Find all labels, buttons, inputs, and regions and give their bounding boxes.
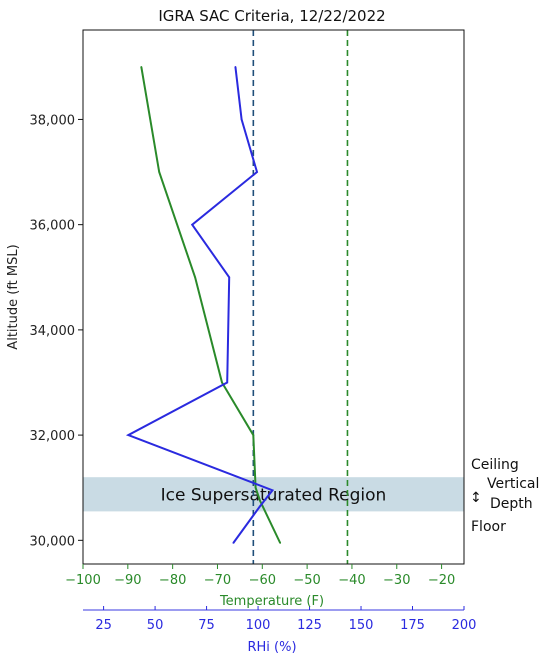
ceiling-label: Ceiling bbox=[471, 457, 519, 473]
rhi-point-7 bbox=[127, 434, 130, 436]
rhi-axis-label: RHi (%) bbox=[247, 640, 296, 655]
rhi-point-4 bbox=[191, 223, 193, 226]
y-tick-label: 34,000 bbox=[30, 324, 76, 339]
y-tick-label: 32,000 bbox=[30, 429, 76, 444]
temperature-axis-ticks: −100 −90 −80 −70 −60 −50 −40 −30 −20 bbox=[65, 564, 455, 588]
vertical-label: Vertical bbox=[487, 476, 539, 492]
rhi-tick-label: 175 bbox=[400, 618, 425, 633]
rhi-point-6 bbox=[226, 381, 228, 384]
rhi-point-2 bbox=[240, 118, 243, 121]
rhi-point-3 bbox=[256, 171, 258, 173]
series-layer bbox=[125, 66, 282, 544]
temperature-tick-label: −20 bbox=[428, 573, 455, 588]
rhi-tick-label: 100 bbox=[246, 618, 271, 633]
temperature-point-2 bbox=[158, 171, 160, 173]
rhi-point-5 bbox=[228, 276, 231, 279]
y-axis-label: Altitude (ft MSL) bbox=[6, 244, 21, 349]
rhi-axis-ticks: 25 50 75 100 125 150 175 200 bbox=[95, 606, 476, 633]
rhi-point-9 bbox=[259, 505, 261, 507]
rhi-point-10 bbox=[232, 542, 235, 544]
temperature-axis-label: Temperature (F) bbox=[219, 594, 324, 609]
temperature-point-5 bbox=[252, 434, 255, 436]
temperature-point-8 bbox=[279, 542, 282, 544]
shaded-region-layer: Ice Supersaturated Region bbox=[83, 477, 464, 512]
ice-supersaturated-region bbox=[83, 477, 464, 512]
rhi-tick-label: 75 bbox=[198, 618, 215, 633]
series-line-temperature bbox=[140, 66, 282, 544]
y-tick-label: 30,000 bbox=[30, 534, 76, 549]
temperature-tick-label: −100 bbox=[65, 573, 101, 588]
temperature-point-4 bbox=[221, 381, 223, 384]
rhi-tick-label: 50 bbox=[147, 618, 164, 633]
series-line-rhi bbox=[125, 66, 275, 544]
temperature-point-3 bbox=[194, 276, 196, 279]
plot-frame bbox=[82, 29, 465, 565]
temperature-tick-label: −30 bbox=[383, 573, 410, 588]
rhi-tick-label: 200 bbox=[452, 618, 477, 633]
y-tick-label: 36,000 bbox=[30, 219, 76, 234]
temperature-point-1 bbox=[140, 66, 143, 68]
y-axis-ticks: 30,000 32,000 34,000 36,000 38,000 bbox=[30, 113, 83, 549]
reference-lines-layer bbox=[252, 30, 349, 564]
y-tick-label: 38,000 bbox=[30, 113, 76, 128]
rhi-tick-label: 125 bbox=[297, 618, 322, 633]
vertical-depth-arrow-icon: ↕ bbox=[470, 490, 482, 506]
depth-label: Depth bbox=[490, 496, 533, 512]
temperature-tick-label: −40 bbox=[338, 573, 365, 588]
ice-supersaturated-region-label: Ice Supersaturated Region bbox=[161, 485, 387, 505]
temperature-tick-label: −80 bbox=[159, 573, 186, 588]
rhi-point-8 bbox=[271, 489, 274, 492]
temperature-tick-label: −90 bbox=[114, 573, 141, 588]
rhi-tick-label: 25 bbox=[95, 618, 112, 633]
temperature-tick-label: −50 bbox=[293, 573, 320, 588]
temperature-tick-label: −70 bbox=[204, 573, 231, 588]
rhi-point-1 bbox=[234, 66, 237, 68]
chart-title: IGRA SAC Criteria, 12/22/2022 bbox=[158, 7, 385, 25]
temperature-tick-label: −60 bbox=[249, 573, 276, 588]
temperature-point-7 bbox=[259, 500, 261, 502]
temperature-point-6 bbox=[254, 486, 257, 489]
rhi-tick-label: 150 bbox=[349, 618, 374, 633]
floor-label: Floor bbox=[471, 519, 506, 535]
